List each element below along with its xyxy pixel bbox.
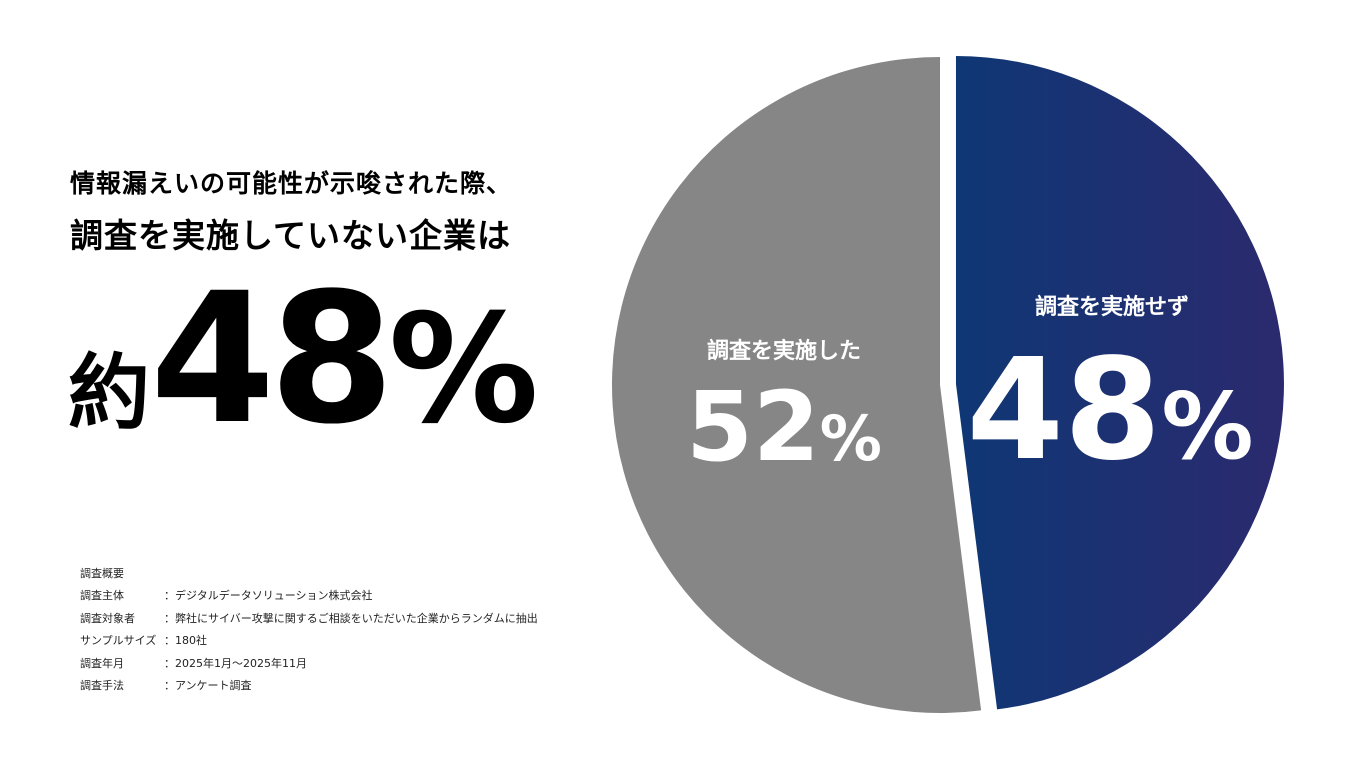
survey-row: 調査対象者 ：弊社にサイバー攻撃に関するご相談をいただいた企業からランダムに抽出 xyxy=(80,608,538,631)
slice-value-label: 52% xyxy=(686,371,882,483)
headline-line2: 調査を実施していない企業は xyxy=(70,216,512,255)
big-unit: % xyxy=(388,283,539,457)
slice-value-unit: % xyxy=(820,402,882,475)
survey-label: 調査対象者 xyxy=(80,611,135,625)
big-percentage: 約48% xyxy=(68,270,539,450)
survey-label: 調査手法 xyxy=(80,679,124,692)
slice-value-unit: % xyxy=(1161,373,1253,480)
survey-value: ：アンケート調査 xyxy=(164,679,252,692)
slice-value-number: 52 xyxy=(686,371,820,483)
survey-label: サンプルサイズ xyxy=(80,634,157,647)
survey-row: 調査年月 ：2025年1月～2025年11月 xyxy=(80,653,538,676)
headline-line1: 情報漏えいの可能性が示唆された際、 xyxy=(70,169,513,198)
survey-value: ：デジタルデータソリューション株式会社 xyxy=(164,589,373,602)
slice-value-number: 48 xyxy=(966,329,1161,492)
survey-value: ：弊社にサイバー攻撃に関するご相談をいただいた企業からランダムに抽出 xyxy=(164,611,538,625)
slice-value-label: 48% xyxy=(966,329,1253,492)
survey-title: 調査概要 xyxy=(80,567,124,580)
survey-row: 調査手法 ：アンケート調査 xyxy=(80,675,538,698)
survey-row: サンプルサイズ ：180社 xyxy=(80,630,538,653)
big-number: 48 xyxy=(150,255,394,464)
slice-label: 調査を実施した xyxy=(707,338,861,364)
survey-value: ：2025年1月～2025年11月 xyxy=(164,656,307,670)
survey-summary: 調査概要 調査主体 ：デジタルデータソリューション株式会社 調査対象者 ：弊社にサイ… xyxy=(80,563,538,698)
pie-slice xyxy=(955,55,1284,710)
survey-value: ：180社 xyxy=(164,634,207,647)
big-prefix: 約 xyxy=(68,346,151,441)
headline: 情報漏えいの可能性が示唆された際、 調査を実施していない企業は xyxy=(70,166,610,260)
slice-label: 調査を実施せず xyxy=(1035,294,1189,320)
survey-label: 調査年月 xyxy=(80,656,124,670)
survey-row: 調査主体 ：デジタルデータソリューション株式会社 xyxy=(80,585,538,608)
pie-slice xyxy=(612,57,982,713)
survey-label: 調査主体 xyxy=(80,589,124,602)
